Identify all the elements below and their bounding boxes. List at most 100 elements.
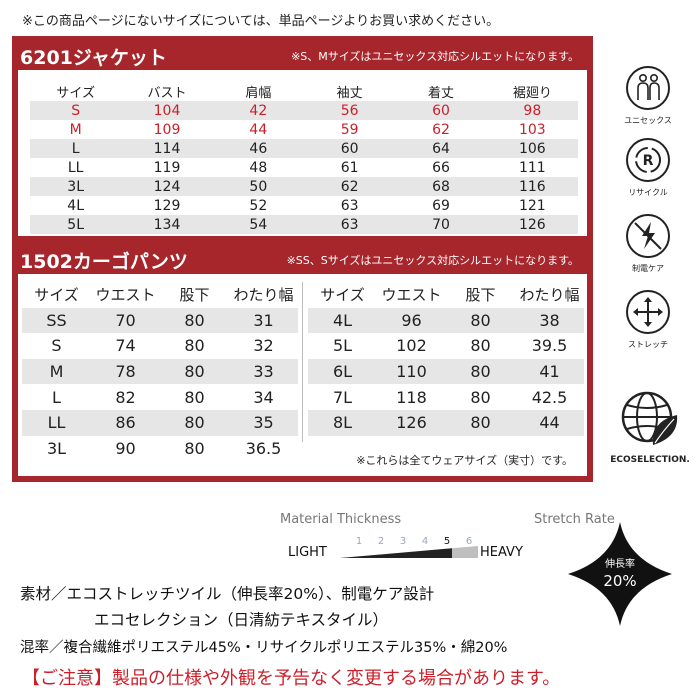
unisex-icon [626, 66, 670, 110]
cell: 134 [121, 215, 213, 234]
cell: 4L [67, 197, 85, 214]
cell: S [51, 336, 62, 356]
cell: 7L [332, 387, 353, 407]
cell: M [22, 358, 91, 385]
table-header-row: サイズ ウエスト 股下 わたり幅 [22, 282, 298, 308]
recycle-label: リサイクル [628, 188, 668, 197]
cell: 56 [303, 101, 396, 120]
table-row: L 82 80 34 [22, 384, 298, 410]
cell: 66 [432, 159, 450, 176]
recycle-icon: R [626, 138, 670, 182]
cell: 32 [253, 336, 274, 356]
pants-size-table-right: サイズ ウエスト 股下 わたり幅 4L 96 80 38 5L 102 80 39.5 6L 110… [308, 282, 584, 436]
header-cell: ウエスト [381, 286, 442, 305]
cell: 44 [249, 121, 268, 138]
cell: 48 [249, 159, 268, 176]
cell: 44 [515, 409, 584, 436]
thickness-scale-number: 1 [356, 536, 362, 547]
cell: 124 [121, 177, 213, 196]
header-cell: 裾廻り [512, 86, 552, 101]
jacket-size-table: サイズ バスト 肩幅 袖丈 着丈 裾廻り S 104 42 56 60 98 M 109 44… [30, 82, 578, 234]
cell: S [30, 101, 122, 120]
cell: M [69, 121, 82, 138]
cell: 80 [184, 336, 205, 356]
cell: 31 [229, 307, 298, 334]
cell: 60 [303, 139, 396, 158]
header-cell: わたり幅 [233, 286, 294, 305]
cell: 118 [396, 387, 427, 407]
cell: 6L [308, 358, 377, 385]
material-line-1: 素材／エコストレッチツイル（伸長率20%）、制電ケア設計 [20, 585, 435, 603]
table-row: LL 86 80 35 [22, 409, 298, 436]
stretch-rate-value: 20% [603, 572, 636, 590]
cell: L [30, 139, 122, 158]
table-row: LL 119 48 61 66 111 [30, 158, 578, 177]
cell: 5L [332, 336, 353, 356]
cell: 126 [486, 215, 578, 234]
cell: 70 [395, 215, 487, 234]
cell: 114 [121, 139, 213, 158]
cell: 80 [470, 387, 491, 407]
thickness-title: Material Thickness [280, 512, 402, 527]
table-row: S 74 80 32 [22, 333, 298, 359]
cell: 121 [518, 197, 546, 214]
thickness-scale-number: 3 [400, 536, 406, 547]
cell: 129 [153, 197, 181, 214]
cell: 80 [446, 409, 515, 436]
thickness-heavy-label: HEAVY [480, 545, 523, 560]
cell: 4L [308, 307, 377, 334]
cell: 41 [515, 358, 584, 385]
cell: SS [22, 307, 91, 334]
table-row: SS 70 80 31 [22, 307, 298, 334]
stretch-rate-badge: 伸長率 20% [568, 522, 672, 626]
cell: 36.5 [245, 438, 282, 458]
cell: 111 [518, 159, 546, 176]
material-line-2: エコセレクション（日清紡テキスタイル） [94, 611, 389, 629]
cell: 68 [395, 177, 487, 196]
cell: 80 [446, 307, 515, 334]
header-cell: バスト [147, 86, 187, 101]
antistatic-feature: 制電ケア [618, 214, 678, 274]
cell: 54 [212, 215, 304, 234]
cell: 60 [395, 101, 487, 120]
cell: 61 [340, 159, 359, 176]
top-note: ※この商品ページにないサイズについては、単品ページよりお買い求めください。 [22, 14, 500, 29]
cell: 80 [160, 409, 229, 436]
header-cell: サイズ [320, 286, 365, 305]
thickness-fill [340, 548, 452, 558]
cell: 62 [303, 177, 396, 196]
table-row: 4L 129 52 63 69 121 [30, 196, 578, 215]
jacket-note: ※S、Mサイズはユニセックス対応シルエットになります。 [291, 50, 579, 63]
cell: 82 [115, 387, 136, 407]
jacket-size-panel: 6201ジャケット ※S、Mサイズはユニセックス対応シルエットになります。 サイ… [12, 36, 593, 242]
cell: 38 [515, 307, 584, 334]
cell: 63 [340, 197, 359, 214]
cell: 96 [377, 307, 446, 334]
cell: 80 [184, 438, 205, 458]
thickness-light-label: LIGHT [288, 545, 327, 560]
cell: 59 [340, 121, 359, 138]
cell: 80 [184, 387, 205, 407]
cell: 74 [115, 336, 136, 356]
cell: 109 [153, 121, 181, 138]
thickness-scale-number: 4 [422, 536, 428, 547]
cell: 52 [249, 197, 268, 214]
cell: 126 [377, 409, 446, 436]
pants-header-bar: 1502カーゴパンツ ※SS、Sサイズはユニセックス対応シルエットになります。 [18, 246, 587, 274]
cell: 33 [229, 358, 298, 385]
pants-size-table-left: サイズ ウエスト 股下 わたり幅 SS 70 80 31 S 74 80 32 M 78 80 33 L… [22, 282, 298, 461]
header-cell: 袖丈 [336, 86, 363, 101]
header-cell: サイズ [34, 286, 79, 305]
cell: 62 [432, 121, 450, 138]
ecoselection-feature: ECOSELECTION. [608, 385, 692, 465]
table-row: 4L 96 80 38 [308, 307, 584, 334]
cell: 78 [91, 358, 160, 385]
cell: 42.5 [531, 387, 568, 407]
cell: 103 [518, 121, 546, 138]
pants-title: 1502カーゴパンツ [20, 251, 188, 273]
table-row: M 78 80 33 [22, 358, 298, 385]
pants-size-panel: 1502カーゴパンツ ※SS、Sサイズはユニセックス対応シルエットになります。 … [12, 240, 593, 482]
cell: 8L [308, 409, 377, 436]
pants-footnote: ※これらは全てウェアサイズ（実寸）です。 [356, 454, 573, 467]
thickness-scale: 1 2 3 4 5 6 [340, 536, 478, 558]
